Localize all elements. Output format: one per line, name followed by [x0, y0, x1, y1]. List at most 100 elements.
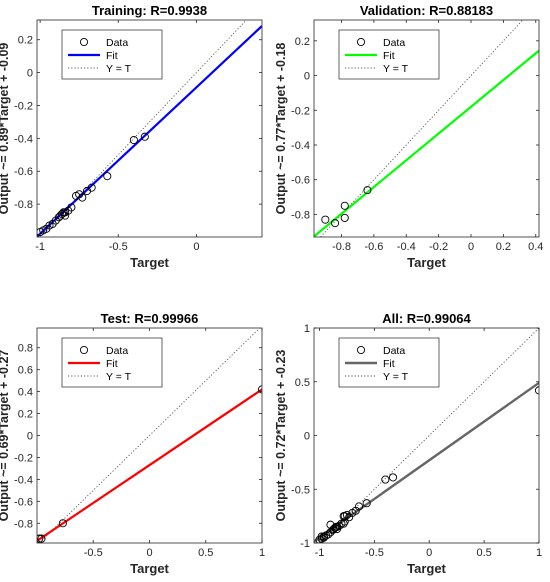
y-tick-label: 0.4 [18, 387, 33, 399]
legend-data-marker [356, 345, 366, 355]
chart-title: Test: R=0.99966 [101, 311, 199, 326]
y-tick-label: -0.2 [291, 105, 310, 117]
x-tick-label: -0.6 [364, 241, 383, 253]
y-tick-label: -0.4 [291, 140, 310, 152]
y-tick-label: 0.2 [18, 35, 33, 47]
x-tick-label: 1 [259, 547, 265, 559]
data-point [67, 203, 76, 212]
data-point [362, 499, 371, 508]
x-tick-label: 0 [468, 241, 474, 253]
data-point [332, 522, 342, 531]
fit-line [314, 381, 539, 543]
x-tick-label: 0.2 [496, 241, 511, 253]
y-tick-label: 0 [304, 431, 310, 443]
plot-content [314, 328, 539, 543]
chart-title: Training: R=0.9938 [92, 3, 207, 18]
data-point [339, 519, 348, 528]
identity-line [38, 328, 261, 543]
x-tick-label: -0.5 [365, 547, 384, 559]
chart-panel-3: -1 -0.5 0 0.5 1 -1 -0.5 0 0.5 1 All: R=0.99064 Targ… [274, 311, 542, 576]
x-tick-label: -1 [35, 241, 45, 253]
chart-title: All: R=0.99064 [382, 311, 471, 326]
legend-entry-label: Y = T [106, 63, 132, 75]
data-point [37, 534, 44, 543]
data-point [78, 193, 87, 202]
y-tick-label: -0.6 [291, 175, 310, 187]
legend-entry-label: Fit [383, 50, 395, 62]
identity-line [319, 20, 524, 237]
chart-panel-2: -0.5 0 0.5 1 -0.8 -0.6 -0.4 -0.2 0 0.2 0.4 0.6 0.8 Te… [0, 311, 265, 576]
y-tick-label: -0.8 [14, 518, 33, 530]
y-tick-label: -0.4 [14, 474, 33, 486]
y-tick-label: -0.6 [14, 496, 33, 508]
y-tick-label: -0.6 [14, 166, 33, 178]
data-point [534, 386, 539, 395]
y-axis-label: Output ~= 0.89*Target + -0.09 [0, 43, 11, 215]
data-point [354, 502, 364, 511]
x-tick-label: -0.8 [332, 241, 351, 253]
x-tick-label: 0.4 [528, 241, 543, 253]
x-tick-label: -1 [315, 547, 325, 559]
identity-line [318, 328, 539, 543]
data-point [58, 519, 67, 528]
legend-data-marker [79, 345, 89, 355]
data-point [330, 219, 340, 228]
data-point [317, 532, 326, 541]
legend-entry-label: Data [383, 345, 405, 357]
plot-content [37, 20, 262, 237]
x-axis-label: Target [407, 561, 446, 576]
plot-content [314, 20, 539, 237]
y-axis-label: Output ~= 0.77*Target + -0.18 [274, 43, 288, 215]
y-tick-label: 1 [304, 323, 310, 335]
fit-line [37, 388, 262, 542]
legend-entry-label: Fit [106, 50, 118, 62]
legend-data-marker [356, 37, 366, 47]
data-point [340, 201, 349, 210]
y-tick-label: 0.8 [18, 343, 33, 355]
legend-entry-label: Fit [106, 358, 118, 370]
x-axis-label: Target [407, 255, 446, 270]
data-point [87, 183, 96, 192]
data-point [37, 534, 46, 543]
x-tick-label: 0 [193, 241, 199, 253]
data-point [321, 215, 330, 224]
chart-panel-1: -0.8 -0.6 -0.4 -0.2 0 0.2 0.4 -0.8 -0.6 -0.4 -0.2 0… [274, 3, 543, 270]
data-point [319, 532, 328, 541]
data-point [363, 186, 372, 195]
legend-data-marker [79, 37, 89, 47]
y-tick-label: -0.8 [14, 199, 33, 211]
chart-title: Validation: R=0.88183 [360, 3, 493, 18]
x-tick-label: 0 [146, 547, 152, 559]
fit-line [314, 49, 539, 237]
x-tick-label: -0.5 [109, 241, 128, 253]
legend-entry-label: Y = T [383, 371, 409, 383]
y-tick-label: -0.8 [291, 209, 310, 221]
y-axis-label: Output ~= 0.69*Target + -0.27 [0, 350, 11, 522]
y-tick-label: -0.2 [14, 100, 33, 112]
x-tick-label: 0.5 [198, 547, 213, 559]
y-tick-label: 0 [27, 68, 33, 80]
y-tick-label: 0.2 [295, 36, 310, 48]
y-tick-label: -0.4 [14, 133, 33, 145]
legend-entry-label: Data [383, 37, 405, 49]
y-tick-label: 0.6 [18, 365, 33, 377]
y-tick-label: 0.2 [18, 409, 33, 421]
data-point [129, 135, 138, 145]
chart-panel-0: -1 -0.5 0 -0.8 -0.6 -0.4 -0.2 0 0.2 Training: R=0… [0, 3, 263, 270]
legend-entry-label: Data [106, 345, 128, 357]
x-axis-label: Target [130, 561, 169, 576]
x-tick-label: -0.4 [397, 241, 416, 253]
x-tick-label: -0.5 [84, 547, 103, 559]
y-tick-label: 0 [27, 431, 33, 443]
x-tick-label: 0.5 [476, 547, 491, 559]
y-tick-label: 0.5 [295, 377, 310, 389]
fit-line [37, 25, 262, 237]
legend-entry-label: Y = T [106, 371, 132, 383]
data-point [140, 132, 149, 141]
y-axis-label: Output ~= 0.72*Target + -0.23 [274, 350, 288, 522]
data-point [103, 172, 112, 181]
